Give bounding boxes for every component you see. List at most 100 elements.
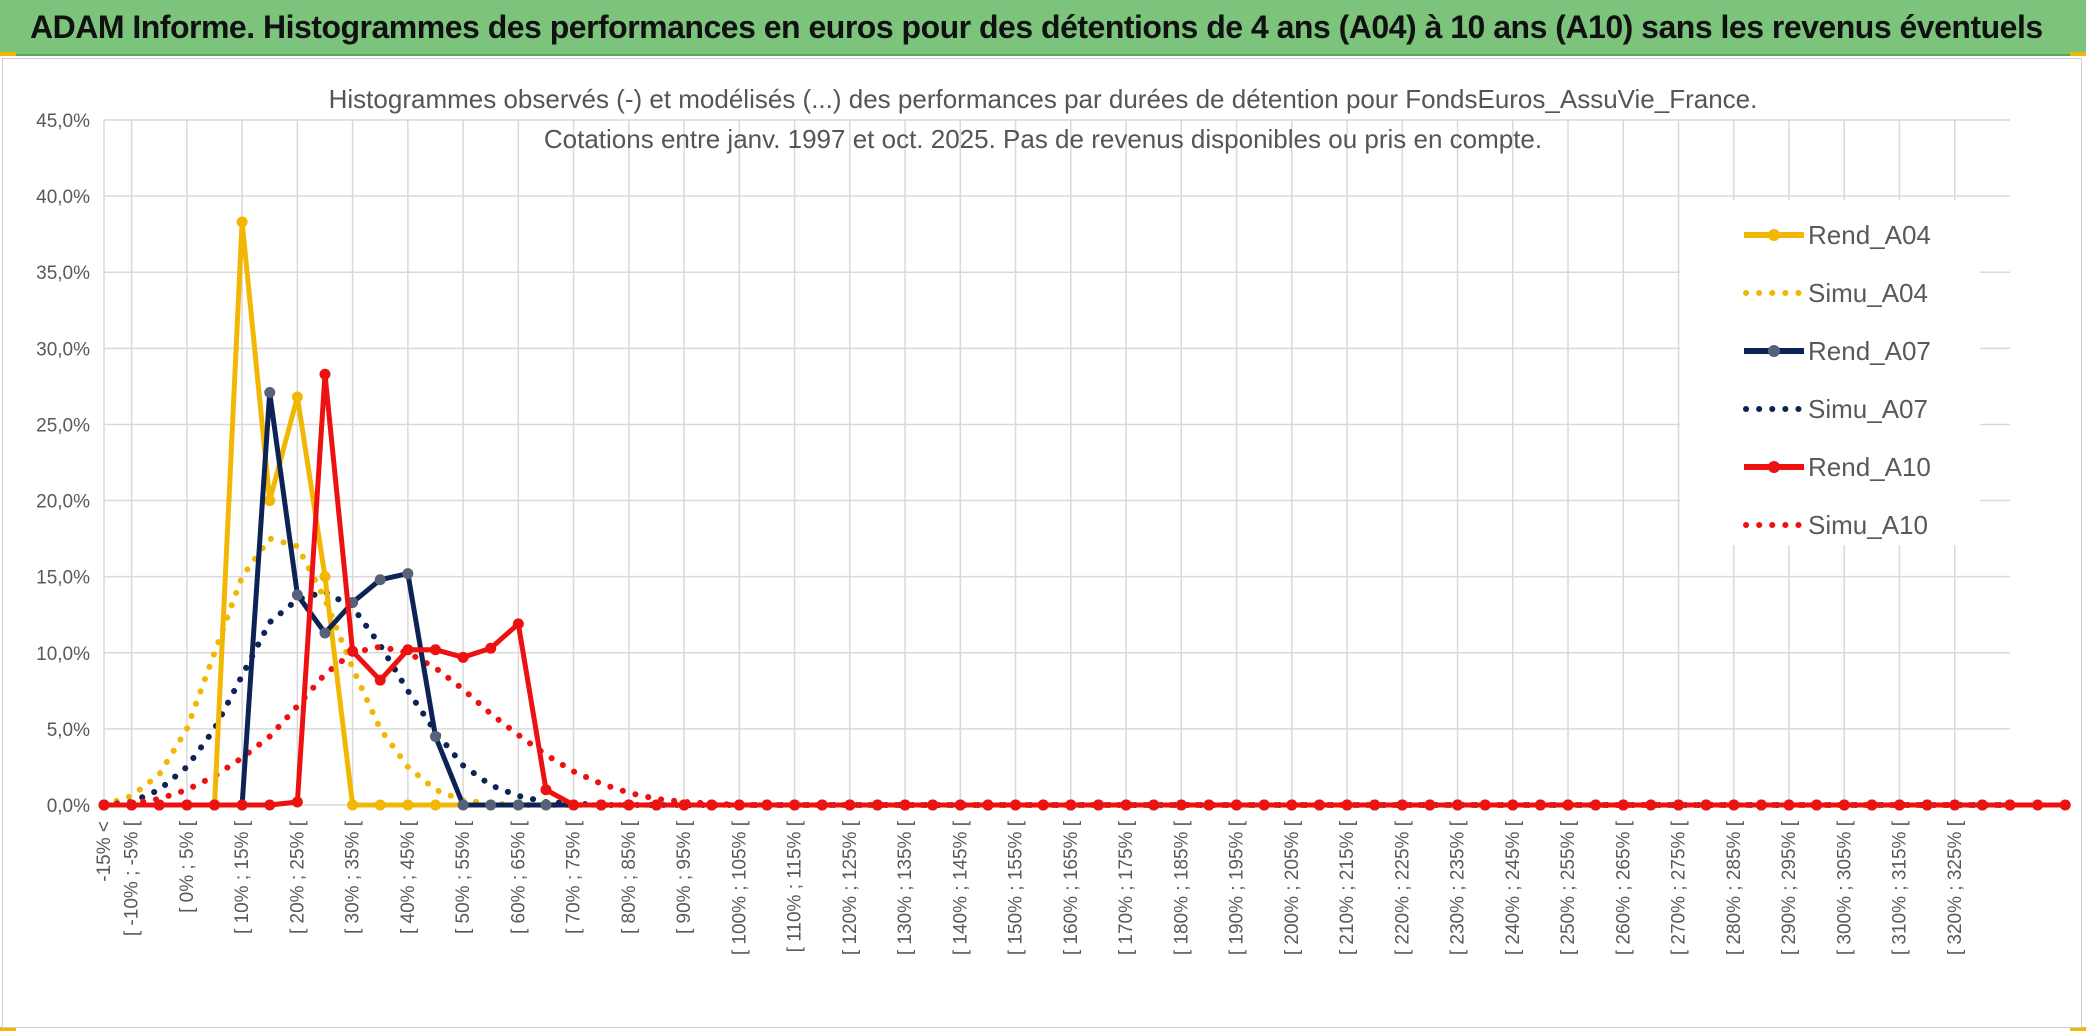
chart-subtitle: Cotations entre janv. 1997 et oct. 2025.… [543, 124, 1543, 154]
x-tick-label: [ 310% ; 315% [ [1890, 820, 1911, 955]
legend-box [1680, 200, 1980, 545]
data-point-rend-a04 [402, 799, 414, 811]
data-point-rend-a10 [1231, 799, 1243, 811]
y-tick-label: 30,0% [36, 339, 90, 360]
data-point-rend-a07 [374, 574, 386, 586]
y-tick-label: 10,0% [36, 644, 90, 665]
y-axis: 0,0% 5,0% 10,0% 15,0% 20,0% 25,0% 30,0% 35,0% 40… [36, 111, 90, 817]
data-point-rend-a10 [1562, 799, 1574, 811]
x-axis: -15% < [ -10% ; -5% [[ 0% ; 5% [[ 10% ; 1… [94, 820, 1966, 955]
data-point-rend-a10 [650, 799, 662, 811]
data-point-rend-a10 [208, 799, 220, 811]
data-point-rend-a10 [1148, 799, 1160, 811]
data-point-rend-a04 [374, 799, 386, 811]
x-tick-label: [ 140% ; 145% [ [950, 820, 971, 955]
x-tick-label: [ 220% ; 225% [ [1392, 820, 1413, 955]
y-tick-label: 45,0% [36, 111, 90, 132]
data-point-rend-a10 [1838, 799, 1850, 811]
data-point-rend-a10 [1286, 799, 1298, 811]
data-point-rend-a10 [816, 799, 828, 811]
data-point-rend-a10 [1645, 799, 1657, 811]
data-point-rend-a10 [1507, 799, 1519, 811]
accent-bottom-left [0, 1027, 16, 1031]
x-tick-label: [ 90% ; 95% [ [674, 820, 695, 934]
x-tick-label: [ 210% ; 215% [ [1337, 820, 1358, 955]
data-point-rend-a10 [789, 799, 801, 811]
y-tick-label: 5,0% [47, 720, 90, 741]
data-point-rend-a07 [291, 589, 303, 601]
data-point-rend-a07 [457, 799, 469, 811]
x-tick-label: [ 190% ; 195% [ [1227, 820, 1248, 955]
data-point-rend-a07 [402, 568, 414, 580]
data-point-rend-a10 [2004, 799, 2016, 811]
x-tick-label: [ 50% ; 55% [ [453, 820, 474, 934]
data-point-rend-a10 [1010, 799, 1022, 811]
data-point-rend-a07 [429, 731, 441, 742]
data-point-rend-a10 [181, 799, 193, 811]
data-point-rend-a10 [236, 799, 248, 811]
data-point-rend-a10 [1617, 799, 1629, 811]
x-tick-label: [ 260% ; 265% [ [1613, 820, 1634, 955]
data-point-rend-a10 [485, 642, 497, 654]
data-point-rend-a10 [2059, 799, 2071, 811]
data-point-rend-a10 [1728, 799, 1740, 811]
data-point-rend-a04 [319, 571, 331, 583]
x-tick-label: [ 20% ; 25% [ [287, 820, 308, 934]
data-point-rend-a10 [1258, 799, 1270, 811]
y-tick-label: 35,0% [36, 263, 90, 284]
x-tick-label: [ 180% ; 185% [ [1171, 820, 1192, 955]
x-tick-label: [ 230% ; 235% [ [1448, 820, 1469, 955]
data-point-rend-a10 [1175, 799, 1187, 811]
data-point-rend-a10 [153, 799, 165, 811]
data-point-rend-a10 [1313, 799, 1325, 811]
x-tick-label: [ 320% ; 325% [ [1945, 820, 1966, 955]
data-point-rend-a10 [1120, 799, 1132, 811]
legend-label-simu-a07: Simu_A07 [1808, 394, 1928, 424]
data-point-rend-a10 [1976, 799, 1988, 811]
x-tick-label: [ 250% ; 255% [ [1558, 820, 1579, 955]
x-tick-label: [ 200% ; 205% [ [1282, 820, 1303, 955]
data-point-rend-a10 [1037, 799, 1049, 811]
data-point-rend-a04 [429, 799, 441, 811]
data-point-rend-a10 [1921, 799, 1933, 811]
legend-label-simu-a10: Simu_A10 [1808, 510, 1928, 540]
x-tick-label: [ 70% ; 75% [ [564, 820, 585, 934]
data-point-rend-a10 [291, 796, 303, 808]
data-point-rend-a10 [1755, 799, 1767, 811]
legend-label-rend-a10: Rend_A10 [1808, 452, 1931, 482]
legend-marker-rend-a07 [1768, 345, 1780, 357]
series-layer [98, 216, 2071, 811]
data-point-rend-a04 [347, 799, 359, 811]
x-tick-label: [ 290% ; 295% [ [1779, 820, 1800, 955]
series-line-simu-a07 [101, 588, 2013, 808]
data-point-rend-a04 [236, 216, 248, 228]
data-point-rend-a10 [1479, 799, 1491, 811]
data-point-rend-a10 [1700, 799, 1712, 811]
data-point-rend-a10 [98, 799, 110, 811]
data-point-rend-a10 [1590, 799, 1602, 811]
x-tick-label: [ 40% ; 45% [ [398, 820, 419, 934]
y-tick-label: 15,0% [36, 568, 90, 589]
y-tick-label: 20,0% [36, 492, 90, 513]
legend: Rend_A04 Simu_A04 Rend_A07 Simu_A07 Rend_A10… [1680, 200, 1980, 545]
data-point-rend-a10 [1894, 799, 1906, 811]
data-point-rend-a10 [733, 799, 745, 811]
data-point-rend-a10 [512, 618, 524, 630]
data-point-rend-a10 [126, 799, 138, 811]
chart-title: Histogrammes observés (-) et modélisés (… [328, 84, 1758, 114]
data-point-rend-a10 [374, 674, 386, 686]
data-point-rend-a04 [264, 495, 276, 507]
accent-bottom-right [2070, 1027, 2086, 1031]
x-tick-label: [ 0% ; 5% [ [177, 820, 198, 913]
x-tick-label: [ 80% ; 85% [ [619, 820, 640, 934]
data-point-rend-a07 [319, 627, 331, 639]
data-point-rend-a07 [540, 799, 552, 811]
data-point-rend-a10 [457, 651, 469, 663]
data-point-rend-a10 [568, 799, 580, 811]
report-title: ADAM Informe. Histogrammes des performan… [30, 9, 2043, 45]
x-tick-label: [ 100% ; 105% [ [729, 820, 750, 955]
data-point-rend-a07 [485, 799, 497, 811]
data-point-rend-a10 [1203, 799, 1215, 811]
data-point-rend-a10 [264, 799, 276, 811]
